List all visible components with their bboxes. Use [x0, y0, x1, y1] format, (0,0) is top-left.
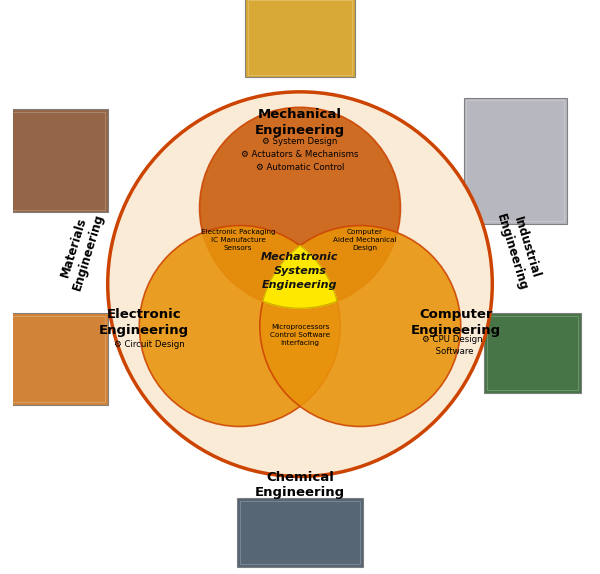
Text: Interfacing: Interfacing — [281, 340, 320, 346]
Text: Mechatronic
Systems
Engineering: Mechatronic Systems Engineering — [261, 252, 339, 290]
Text: ⚙ Automatic Control: ⚙ Automatic Control — [256, 163, 344, 172]
FancyBboxPatch shape — [4, 109, 108, 212]
FancyBboxPatch shape — [464, 98, 567, 224]
FancyBboxPatch shape — [484, 313, 581, 393]
Text: ⚙ CPU Design: ⚙ CPU Design — [422, 335, 482, 344]
Text: Chemical
Engineering: Chemical Engineering — [255, 471, 345, 499]
Text: IC Manufacture: IC Manufacture — [211, 237, 265, 243]
FancyBboxPatch shape — [4, 313, 108, 405]
Circle shape — [200, 107, 400, 308]
Text: Materials
Engineering: Materials Engineering — [56, 207, 106, 292]
Text: Electronic
Engineering: Electronic Engineering — [99, 308, 189, 337]
Polygon shape — [263, 246, 337, 308]
Circle shape — [260, 226, 461, 426]
Text: Computer
Engineering: Computer Engineering — [411, 308, 501, 337]
Text: Sensors: Sensors — [224, 245, 252, 251]
FancyBboxPatch shape — [245, 0, 355, 77]
Text: ⚙ System Design: ⚙ System Design — [262, 137, 338, 146]
Text: ⚙ Actuators & Mechanisms: ⚙ Actuators & Mechanisms — [241, 150, 359, 159]
Circle shape — [139, 226, 340, 426]
Circle shape — [108, 92, 492, 476]
Text: Mechanical
Engineering: Mechanical Engineering — [255, 108, 345, 137]
Text: Microprocessors: Microprocessors — [271, 324, 329, 330]
Text: Design: Design — [352, 245, 377, 251]
Text: Electronic Packaging: Electronic Packaging — [200, 229, 275, 235]
Text: Industrial
Engineering: Industrial Engineering — [494, 207, 544, 292]
Text: Control Software: Control Software — [270, 332, 330, 338]
Text: Software: Software — [430, 347, 474, 356]
Text: Aided Mechanical: Aided Mechanical — [332, 237, 396, 243]
Text: Computer: Computer — [346, 229, 382, 235]
FancyBboxPatch shape — [237, 498, 363, 567]
Text: ⚙ Circuit Design: ⚙ Circuit Design — [114, 340, 185, 349]
